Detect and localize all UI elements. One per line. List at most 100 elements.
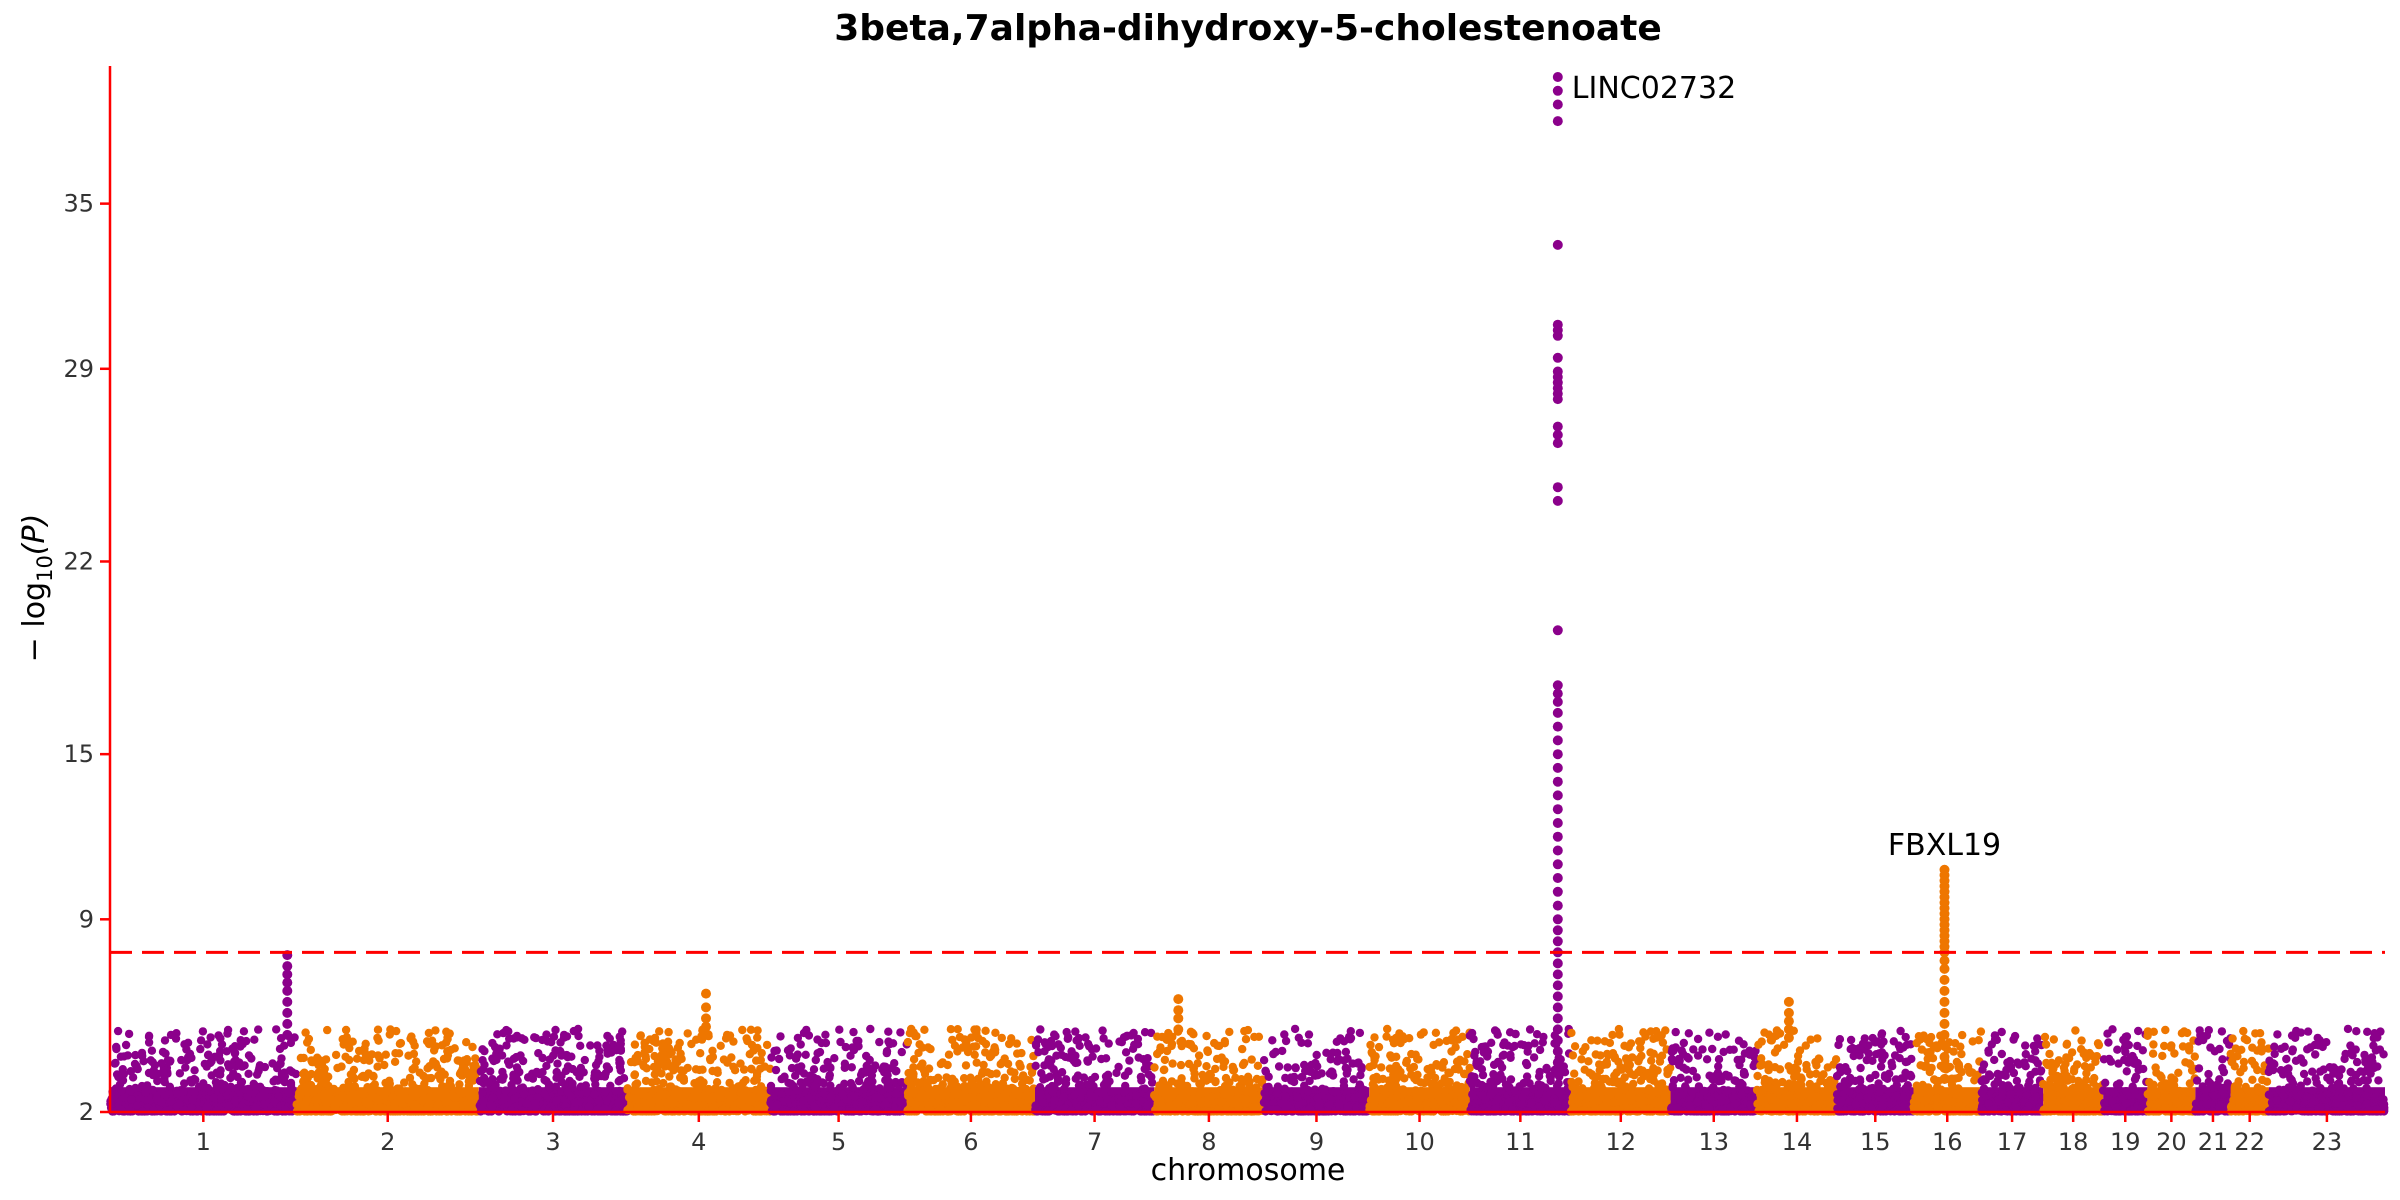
data-point [396, 1038, 406, 1048]
data-point [478, 1045, 487, 1054]
data-point [668, 1095, 677, 1104]
data-point [1290, 1024, 1300, 1034]
data-point [1660, 1091, 1670, 1100]
data-point [1705, 1028, 1714, 1037]
data-point [1098, 1026, 1107, 1035]
data-point [1090, 1092, 1099, 1101]
data-point [352, 1106, 361, 1115]
data-point [1628, 1053, 1637, 1062]
data-point [612, 1046, 621, 1055]
data-point [1305, 1067, 1315, 1076]
data-point [480, 1060, 489, 1069]
data-point [712, 1078, 722, 1087]
data-point [1203, 1047, 1213, 1057]
data-point [1103, 1070, 1113, 1080]
data-point [1610, 1071, 1619, 1080]
data-point [1304, 1030, 1314, 1039]
data-point [636, 1031, 645, 1041]
chromosome-7-points [1031, 1025, 1158, 1116]
data-point [400, 1078, 409, 1087]
data-point [540, 1089, 549, 1099]
data-point [743, 1036, 752, 1046]
data-point [1112, 1068, 1121, 1078]
data-point [1159, 1065, 1169, 1075]
data-point [988, 1084, 997, 1094]
data-point [666, 1082, 675, 1091]
data-point [1609, 1098, 1619, 1107]
data-point [1156, 1103, 1166, 1112]
data-point [286, 1038, 296, 1048]
data-point [230, 1096, 240, 1105]
data-point [1297, 1038, 1306, 1048]
data-point [1167, 1039, 1177, 1049]
data-point [1460, 1069, 1469, 1079]
data-point [196, 1036, 206, 1045]
data-point [1709, 1082, 1718, 1092]
data-point [1567, 1028, 1576, 1038]
data-point [207, 1071, 216, 1080]
data-point [364, 1100, 374, 1109]
data-point [1259, 1056, 1269, 1065]
data-point [885, 1039, 894, 1049]
data-point [1393, 1091, 1402, 1101]
data-point [1737, 1090, 1746, 1100]
data-point [223, 1029, 232, 1038]
data-point [1238, 1044, 1247, 1054]
data-point [772, 1100, 782, 1109]
data-point [869, 1065, 878, 1074]
data-point [850, 1092, 859, 1101]
data-point [1250, 1103, 1260, 1112]
data-point [431, 1026, 440, 1035]
data-point [679, 1066, 688, 1076]
data-point [1719, 1047, 1728, 1057]
data-point [739, 1065, 749, 1074]
data-point [1735, 1060, 1744, 1070]
data-point [175, 1069, 185, 1078]
data-point [132, 1101, 142, 1110]
data-point [1355, 1028, 1365, 1038]
data-point [203, 1040, 212, 1049]
data-point [1220, 1039, 1230, 1048]
data-point [835, 1025, 844, 1034]
data-point [815, 1047, 825, 1057]
data-point [1426, 1066, 1435, 1076]
data-point [1017, 1048, 1026, 1058]
data-point [791, 1054, 801, 1063]
data-point [698, 1065, 707, 1074]
chromosome-2-points [292, 1025, 483, 1116]
data-point [285, 1066, 295, 1075]
data-point [1649, 1049, 1658, 1059]
data-point [630, 1040, 640, 1049]
data-point [1500, 1038, 1509, 1047]
data-point [488, 1038, 497, 1048]
data-point [1177, 1074, 1186, 1083]
data-point [557, 1077, 566, 1087]
data-point [652, 1038, 661, 1047]
data-point [1241, 1035, 1251, 1044]
data-point [1549, 1098, 1559, 1107]
data-point [1386, 1081, 1396, 1090]
data-point [542, 1061, 551, 1071]
data-point [243, 1091, 252, 1101]
data-point [849, 1045, 859, 1055]
data-point [590, 1090, 599, 1099]
data-point [1240, 1026, 1249, 1036]
data-point [1602, 1060, 1612, 1069]
data-point [1366, 1040, 1375, 1050]
data-point [1825, 1076, 1835, 1085]
chromosome-6-points [903, 1024, 1039, 1116]
data-point [373, 1051, 383, 1060]
data-point [1186, 1041, 1196, 1050]
data-point [1241, 1099, 1250, 1109]
data-point [1116, 1103, 1125, 1112]
data-point [1671, 1027, 1680, 1037]
data-point [533, 1085, 543, 1094]
data-point [531, 1033, 541, 1043]
data-point [553, 1059, 562, 1068]
data-point [1280, 1030, 1289, 1039]
data-point [805, 1093, 814, 1103]
data-point [372, 1093, 381, 1103]
data-point [1745, 1050, 1755, 1059]
data-point [320, 1064, 329, 1074]
